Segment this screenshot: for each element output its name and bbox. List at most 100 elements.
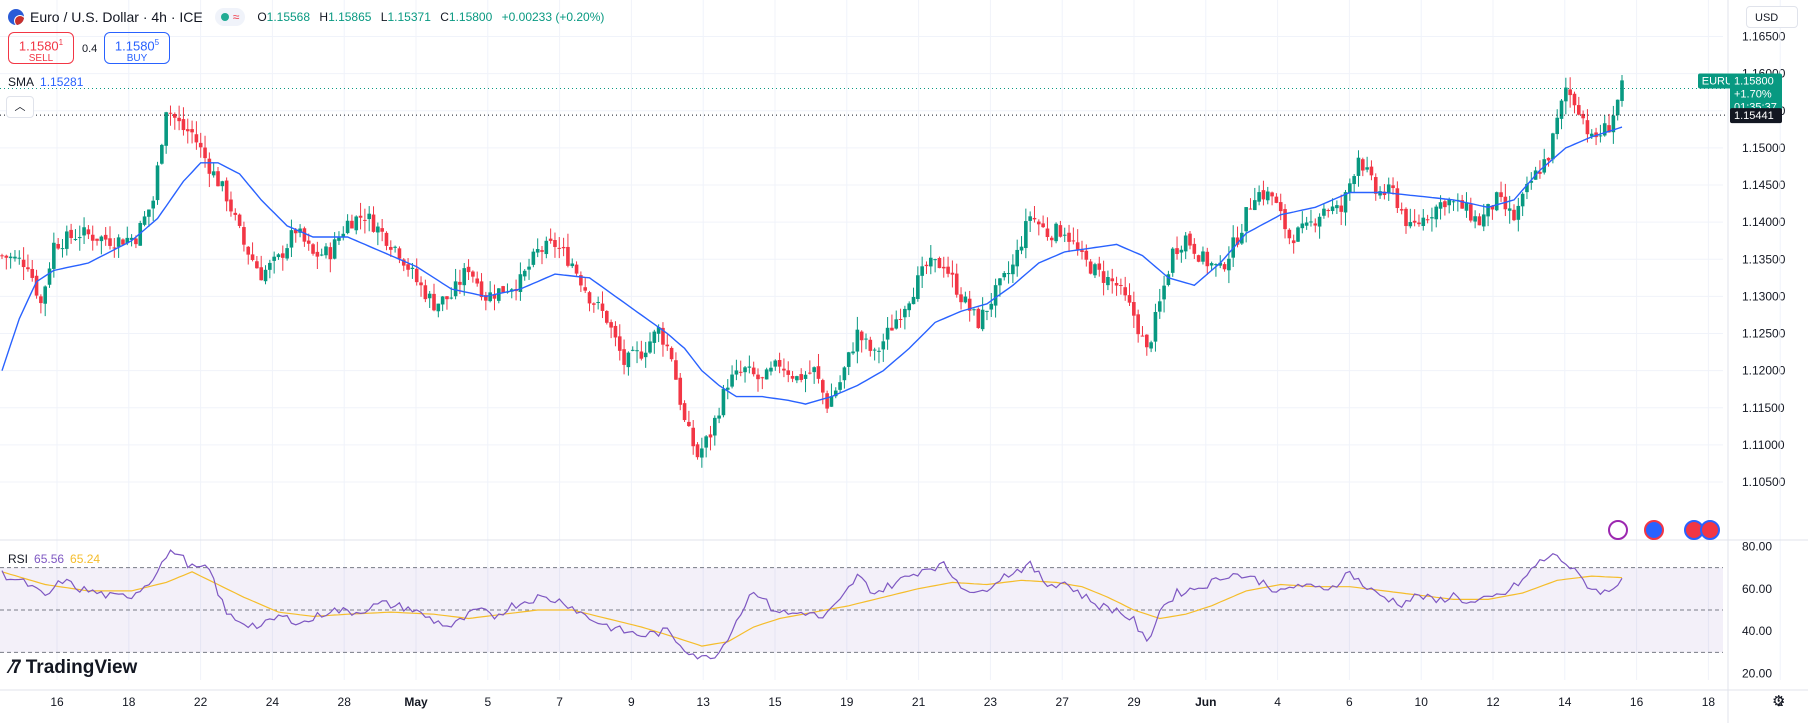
time-tick-label: 27 (1056, 695, 1070, 709)
time-tick-label: 10 (1415, 695, 1429, 709)
candle-body (1257, 192, 1261, 202)
time-tick-label: 21 (912, 695, 926, 709)
candle-body (293, 229, 298, 234)
candle-body (972, 309, 976, 311)
economic-calendar-icon[interactable] (1644, 520, 1664, 540)
flag-icon (8, 9, 24, 25)
candle-body (389, 246, 393, 250)
candle-body (237, 214, 242, 226)
currency-button[interactable]: USD (1746, 6, 1798, 28)
candle-body (1153, 311, 1158, 342)
candle-body (682, 403, 687, 421)
price-tick-label: 1.11000 (1742, 438, 1785, 452)
chevron-up-icon[interactable]: ︿ (6, 96, 34, 118)
tradingview-logo[interactable]: ⁄7 TradingView (10, 657, 137, 679)
candle-body (1348, 183, 1352, 193)
candle-body (1421, 217, 1426, 226)
candle-body (1335, 205, 1339, 209)
candle-body (69, 229, 73, 239)
candle-body (427, 293, 432, 299)
sma-legend[interactable]: SMA 1.15281 (8, 75, 83, 89)
ref-price-value: 1.15441 (1734, 110, 1774, 122)
candle-body (864, 338, 868, 340)
buy-button[interactable]: 1.15805 BUY (104, 32, 170, 64)
candle-body (1469, 204, 1473, 221)
candle-body (1602, 123, 1607, 136)
price-tick-label: 1.10500 (1742, 475, 1786, 489)
candle-body (527, 266, 531, 270)
candle-body (358, 215, 363, 218)
candle-body (950, 272, 955, 275)
candle-body (1041, 223, 1045, 228)
candle-body (1045, 228, 1050, 238)
candle-body (609, 322, 613, 328)
candle-body (4, 255, 9, 258)
candle-body (1054, 223, 1058, 242)
symbol-title[interactable]: Euro / U.S. Dollar · 4h · ICE (30, 9, 203, 25)
candle-body (1283, 209, 1287, 230)
candle-body (929, 257, 933, 267)
candle-body (1486, 204, 1490, 217)
candle-body (1149, 342, 1153, 349)
candle-body (112, 247, 117, 249)
candle-body (885, 327, 890, 340)
candle-body (272, 256, 276, 261)
candle-body (1361, 159, 1365, 171)
price-tick-label: 1.12500 (1742, 327, 1786, 341)
candle-body (1253, 200, 1257, 211)
candle-body (1369, 166, 1374, 176)
candle-body (129, 237, 134, 240)
candle-body (345, 220, 350, 234)
candle-body (311, 244, 315, 254)
sell-label: SELL (28, 53, 54, 65)
candle-body (177, 117, 181, 122)
candle-body (168, 112, 173, 114)
candle-body (846, 352, 851, 367)
candle-body (868, 339, 873, 351)
candle-body (946, 266, 950, 274)
candle-body (1451, 201, 1456, 203)
candle-body (401, 259, 406, 266)
candle-body (1170, 248, 1175, 273)
lightning-icon[interactable] (1608, 520, 1628, 540)
candle-body (751, 367, 756, 375)
market-status-pill[interactable]: ≈ (214, 8, 246, 26)
candle-body (255, 261, 259, 269)
rsi-legend[interactable]: RSI 65.56 65.24 (8, 552, 100, 566)
candle-body (268, 262, 272, 270)
candle-body (630, 349, 635, 351)
candle-body (1460, 200, 1464, 209)
market-open-dot-icon (220, 13, 229, 21)
candle-body (1088, 261, 1093, 274)
spread-value: 0.4 (82, 43, 98, 55)
candle-body (1326, 210, 1331, 212)
candle-body (453, 281, 458, 297)
candle-body (691, 427, 695, 447)
settings-gear-icon[interactable]: ⚙ (1772, 693, 1786, 710)
candle-body (263, 269, 268, 282)
time-tick-label: 16 (50, 695, 64, 709)
candle-body (557, 247, 562, 249)
rsi-tick-label: 60.00 (1742, 582, 1772, 596)
candle-body (980, 309, 985, 330)
candle-body (963, 296, 968, 303)
candle-body (795, 376, 799, 381)
candle-body (1179, 249, 1184, 253)
us-flag-icon-2[interactable] (1700, 520, 1720, 540)
candle-body (639, 351, 644, 359)
candle-body (661, 327, 665, 345)
candle-body (492, 294, 497, 299)
candle-body (743, 367, 747, 373)
candle-body (713, 417, 717, 436)
candle-body (103, 234, 108, 240)
candle-body (829, 396, 834, 407)
candle-body (108, 238, 112, 246)
candle-body (1555, 117, 1559, 135)
time-tick-label: 14 (1558, 695, 1572, 709)
candle-body (613, 325, 618, 338)
candle-body (544, 240, 549, 255)
candle-body (540, 250, 544, 252)
sell-button[interactable]: 1.15801 SELL (8, 32, 74, 64)
candle-body (1378, 191, 1382, 196)
